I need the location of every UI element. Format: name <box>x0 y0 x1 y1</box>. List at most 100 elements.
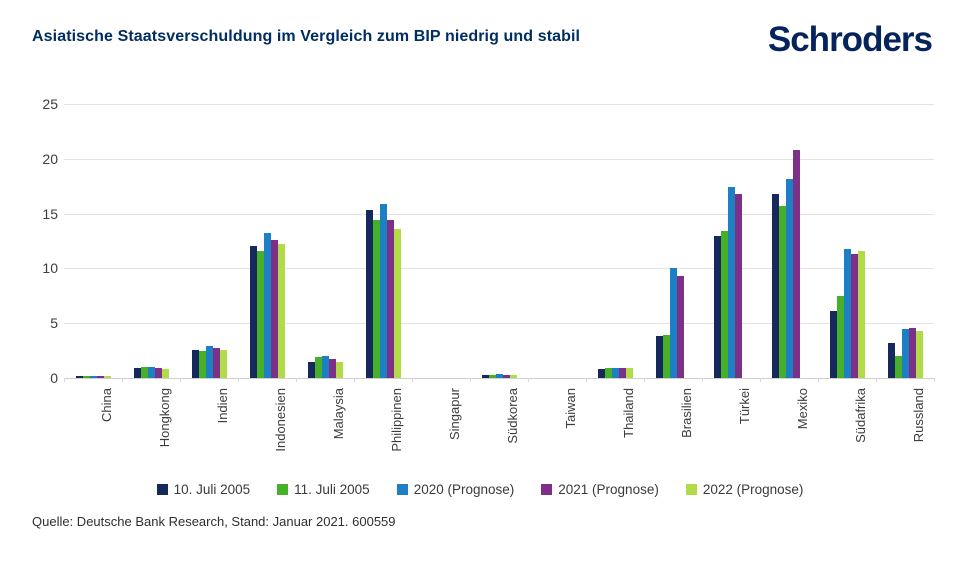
y-tick-label-20: 20 <box>42 150 58 167</box>
legend-item: 2022 (Prognose) <box>685 482 804 497</box>
bar-türkei-3 <box>727 187 735 378</box>
y-tick-label-25: 25 <box>42 96 58 112</box>
bar-philippinen-2 <box>372 220 380 378</box>
x-axis-tick <box>354 378 355 382</box>
bar-chart-plot-area: 0 5 10 15 20 25 China Hongkong Indien Indonesien M… <box>42 97 935 452</box>
bar-südafrika-5 <box>857 250 865 378</box>
x-axis-label-singapur: Singapur <box>446 388 462 441</box>
x-axis-tick <box>934 378 935 382</box>
legend-swatch-icon <box>685 484 697 495</box>
bar-mexiko-3 <box>785 178 793 378</box>
gridline-0 <box>64 378 934 379</box>
bar-südafrika-3 <box>843 248 851 378</box>
legend-label: 2020 (Prognose) <box>413 482 515 497</box>
x-axis-tick <box>528 378 529 382</box>
legend-swatch-icon <box>396 484 408 495</box>
bar-russland-5 <box>915 330 923 378</box>
bar-mexiko-4 <box>792 150 800 378</box>
x-axis-tick <box>470 378 471 382</box>
bar-mexiko-2 <box>778 205 786 378</box>
x-axis-tick <box>64 378 65 382</box>
x-axis-tick <box>586 378 587 382</box>
x-axis-label-taiwan: Taiwan <box>562 388 578 429</box>
bar-hongkong-3 <box>147 367 155 378</box>
bar-philippinen-4 <box>386 220 394 378</box>
x-axis-label-indien: Indien <box>214 388 230 424</box>
bar-china-3 <box>89 376 97 378</box>
bar-malaysia-1 <box>307 361 315 378</box>
bar-indien-1 <box>191 349 199 378</box>
bar-china-4 <box>96 376 104 378</box>
bar-china-1 <box>75 376 83 378</box>
bar-thailand-1 <box>597 368 605 378</box>
bar-russland-2 <box>894 356 902 378</box>
legend-item: 2021 (Prognose) <box>541 482 659 497</box>
gridline-20 <box>64 158 934 160</box>
x-axis-tick <box>412 378 413 382</box>
x-axis-tick <box>760 378 761 382</box>
x-axis-label-mexiko: Mexiko <box>794 388 810 430</box>
bar-südkorea-4 <box>502 374 510 378</box>
bar-malaysia-4 <box>328 359 336 378</box>
bar-thailand-2 <box>604 368 612 378</box>
bar-philippinen-5 <box>393 228 401 378</box>
legend-item: 10. Juli 2005 <box>156 482 251 497</box>
legend-label: 10. Juli 2005 <box>173 482 251 497</box>
x-axis-tick <box>702 378 703 382</box>
legend-label: 2021 (Prognose) <box>558 482 659 497</box>
bar-brasilien-2 <box>662 335 670 378</box>
bar-südkorea-1 <box>481 374 489 378</box>
bar-südafrika-2 <box>836 295 844 378</box>
bar-indonesien-1 <box>249 246 257 378</box>
bar-indonesien-5 <box>277 244 285 378</box>
x-axis-label-russland: Russland <box>910 388 926 443</box>
bar-hongkong-4 <box>154 368 162 378</box>
x-axis-tick <box>876 378 877 382</box>
legend-label: 2022 (Prognose) <box>702 482 804 497</box>
x-axis-label-china: China <box>98 388 114 422</box>
bar-mexiko-1 <box>771 193 779 378</box>
bar-indien-3 <box>205 346 213 378</box>
bar-china-2 <box>82 376 90 378</box>
bar-indien-5 <box>219 349 227 378</box>
bar-hongkong-1 <box>133 368 141 378</box>
bar-südkorea-2 <box>488 374 496 378</box>
bar-malaysia-5 <box>335 361 343 378</box>
bar-indonesien-3 <box>263 233 271 378</box>
x-axis-tick <box>296 378 297 382</box>
page-title: Asiatische Staatsverschuldung im Verglei… <box>32 28 581 45</box>
x-axis-label-thailand: Thailand <box>620 388 636 438</box>
gridline-15 <box>64 213 934 215</box>
bar-russland-1 <box>887 342 895 378</box>
bar-südafrika-1 <box>829 311 837 378</box>
legend-swatch-icon <box>156 484 168 495</box>
source-note: Quelle: Deutsche Bank Research, Stand: J… <box>32 514 396 529</box>
bar-malaysia-2 <box>314 357 322 378</box>
bar-indonesien-4 <box>270 239 278 378</box>
bar-türkei-4 <box>734 193 742 378</box>
legend-swatch-icon <box>277 484 289 495</box>
bar-philippinen-3 <box>379 203 387 378</box>
bar-russland-4 <box>908 327 916 378</box>
schroders-logo: Schroders <box>767 20 933 59</box>
bar-malaysia-3 <box>321 356 329 378</box>
bar-indonesien-2 <box>256 250 264 378</box>
bar-türkei-2 <box>720 231 728 378</box>
x-axis-label-südafrika: Südafrika <box>852 388 868 443</box>
x-axis-label-philippinen: Philippinen <box>388 388 404 452</box>
bar-indien-2 <box>198 350 206 378</box>
chart-legend: 10. Juli 2005 11. Juli 2005 2020 (Prognose… <box>0 482 960 497</box>
y-tick-label-15: 15 <box>42 205 58 222</box>
y-tick-label-0: 0 <box>50 370 58 386</box>
gridline-25 <box>64 104 934 105</box>
x-axis-tick <box>238 378 239 382</box>
gridline-10 <box>64 268 934 270</box>
legend-label: 11. Juli 2005 <box>294 482 370 497</box>
bar-thailand-3 <box>611 368 619 378</box>
bar-thailand-5 <box>625 368 633 378</box>
bar-brasilien-1 <box>655 336 663 378</box>
bar-türkei-1 <box>713 235 721 378</box>
x-axis-tick <box>818 378 819 382</box>
bar-südkorea-3 <box>495 374 503 378</box>
